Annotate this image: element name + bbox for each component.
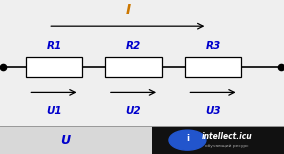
Text: U1: U1 [46,106,62,116]
Bar [0,126,152,154]
Text: R3: R3 [205,41,221,51]
Bar [105,57,162,77]
Text: обучающий ресурс: обучающий ресурс [205,144,249,148]
Text: U3: U3 [205,106,221,116]
Text: R2: R2 [126,41,141,51]
Bar [26,57,82,77]
Text: I: I [125,3,130,17]
Text: i: i [186,134,189,143]
Text: R1: R1 [46,41,62,51]
Bar [152,126,284,154]
Bar [185,57,241,77]
Circle shape [169,130,206,150]
Text: U: U [60,134,70,147]
Text: intellect.icu: intellect.icu [202,132,252,141]
Text: U2: U2 [126,106,141,116]
